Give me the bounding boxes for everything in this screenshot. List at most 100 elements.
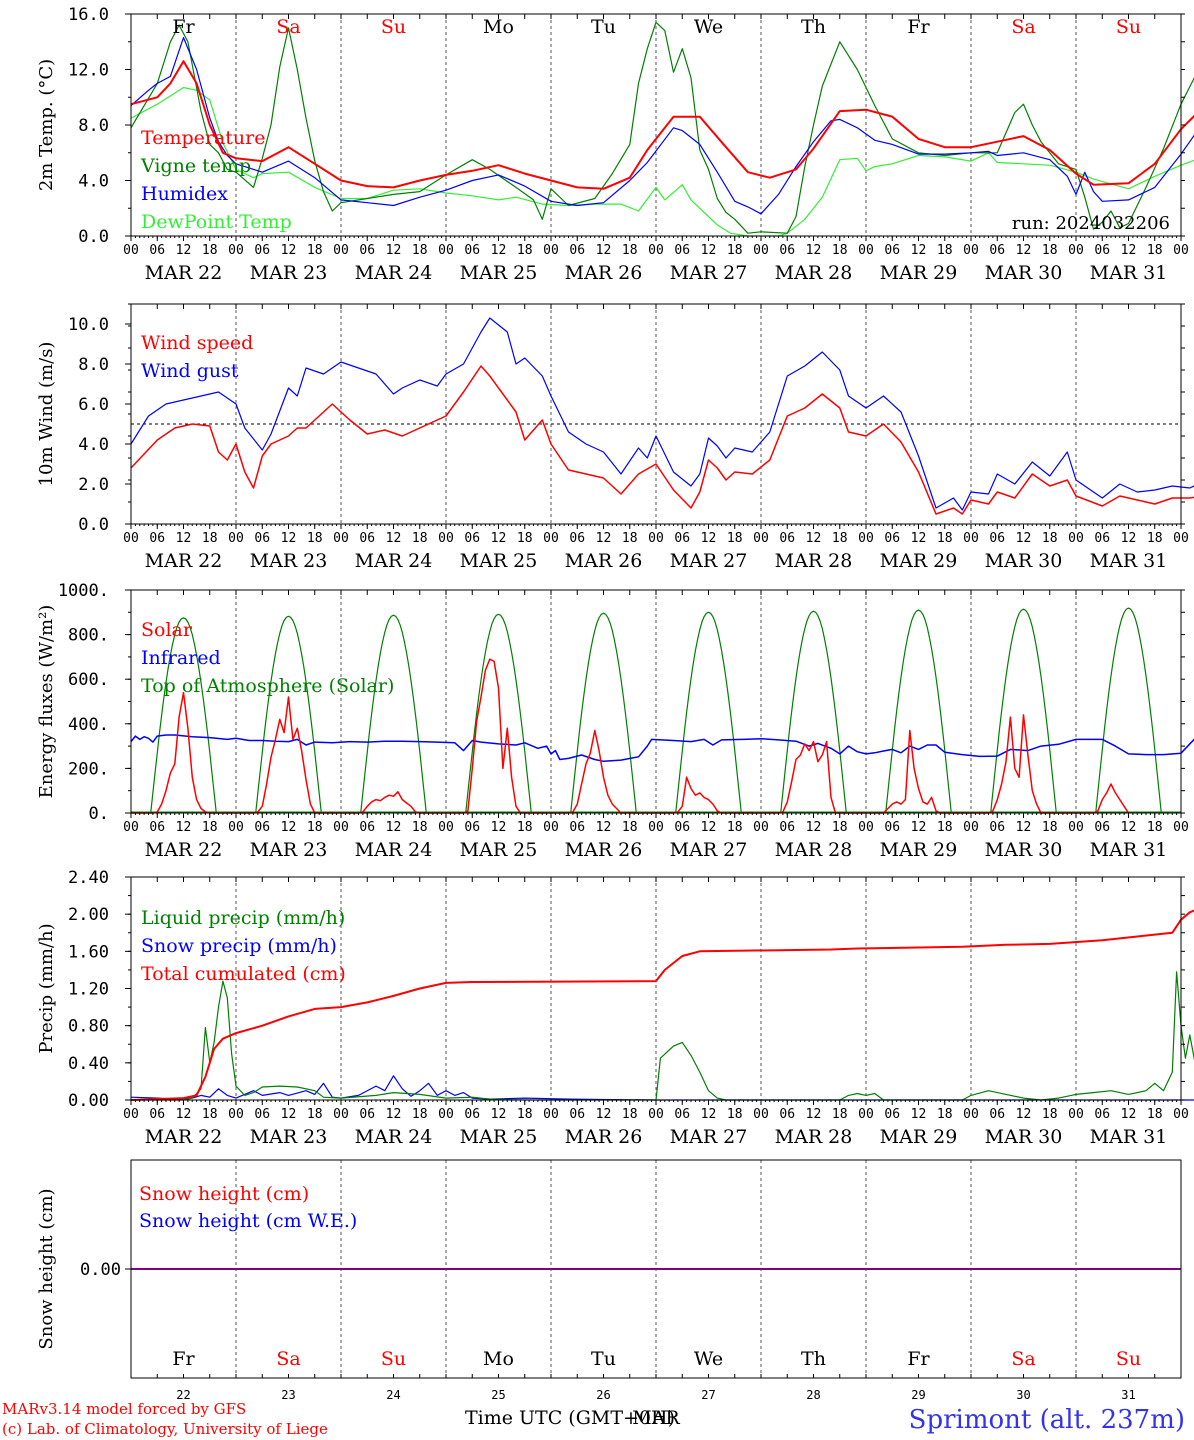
- hour-tick-label: 06: [254, 243, 270, 258]
- hour-tick-label: 12: [281, 820, 297, 835]
- y-axis-title: Energy fluxes (W/m²): [36, 605, 57, 799]
- y-axis-title: 10m Wind (m/s): [36, 342, 57, 487]
- hour-tick-label: 00: [648, 820, 664, 835]
- y-tick-label: 2.0: [78, 475, 109, 495]
- hour-tick-label: 00: [1173, 243, 1189, 258]
- hour-tick-label: 06: [464, 243, 480, 258]
- hour-tick-label: 12: [911, 243, 927, 258]
- hour-tick-label: 18: [832, 243, 848, 258]
- legend-entry: Infrared: [141, 647, 221, 669]
- day-name-top: Su: [381, 16, 406, 38]
- hour-tick-label: 06: [464, 820, 480, 835]
- hour-tick-label: 06: [569, 243, 585, 258]
- y-tick-label: 1000.: [58, 581, 109, 601]
- y-tick-label: 0.40: [68, 1054, 109, 1074]
- hour-tick-label: 00: [438, 531, 454, 546]
- hour-tick-label: 18: [1147, 531, 1163, 546]
- hour-tick-label: 00: [1068, 820, 1084, 835]
- date-label: MAR 31: [1090, 1126, 1168, 1148]
- hour-tick-label: 00: [438, 243, 454, 258]
- hour-tick-label: 00: [228, 243, 244, 258]
- hour-tick-label: 12: [806, 243, 822, 258]
- hour-tick-label: 00: [858, 531, 874, 546]
- hour-tick-label: 18: [832, 531, 848, 546]
- y-tick-label: 10.0: [68, 315, 109, 335]
- hour-tick-label: 12: [386, 1107, 402, 1122]
- hour-tick-label: 12: [491, 820, 507, 835]
- hour-tick-label: 06: [254, 531, 270, 546]
- hour-tick-label: 06: [674, 1107, 690, 1122]
- y-axis-title: 2m Temp. (°C): [36, 59, 57, 191]
- hour-tick-label: 06: [569, 820, 585, 835]
- hour-tick-label: 00: [543, 1107, 559, 1122]
- hour-tick-label: 18: [307, 820, 323, 835]
- hour-tick-label: 00: [858, 243, 874, 258]
- hour-tick-label: 18: [412, 820, 428, 835]
- hour-tick-label: 06: [359, 820, 375, 835]
- date-label: MAR 24: [355, 550, 433, 572]
- hour-tick-label: 12: [1121, 1107, 1137, 1122]
- hour-tick-label: 06: [989, 531, 1005, 546]
- hour-tick-label: 18: [1042, 1107, 1058, 1122]
- legend-entry: Total cumulated (cm): [141, 963, 346, 985]
- day-number: 23: [281, 1388, 295, 1402]
- cumulated-precip-series: [130, 909, 1194, 1101]
- date-label: MAR 31: [1090, 839, 1168, 861]
- date-label: MAR 23: [250, 1126, 328, 1148]
- legend-entry: Top of Atmosphere (Solar): [141, 675, 394, 697]
- hour-tick-label: 12: [176, 1107, 192, 1122]
- hour-tick-label: 00: [963, 531, 979, 546]
- day-name-top: Mo: [483, 16, 514, 38]
- hour-tick-label: 06: [359, 1107, 375, 1122]
- hour-tick-label: 18: [202, 531, 218, 546]
- toa-solar-arc: [360, 614, 427, 814]
- hour-tick-label: 06: [569, 531, 585, 546]
- hour-tick-label: 06: [359, 243, 375, 258]
- day-name-top: Fr: [907, 16, 930, 38]
- day-name-top: Fr: [172, 16, 195, 38]
- station-name: Sprimont (alt. 237m): [909, 1405, 1185, 1435]
- hour-tick-label: 18: [1042, 243, 1058, 258]
- hour-tick-label: 06: [1094, 1107, 1110, 1122]
- date-label: MAR 27: [670, 550, 748, 572]
- hour-tick-label: 06: [464, 531, 480, 546]
- toa-solar-arc: [150, 617, 217, 814]
- y-tick-label: 400.: [68, 715, 109, 735]
- hour-tick-label: 00: [1068, 1107, 1084, 1122]
- date-label: MAR 26: [565, 262, 643, 284]
- hour-tick-label: 00: [333, 243, 349, 258]
- hour-tick-label: 06: [989, 243, 1005, 258]
- hour-tick-label: 18: [727, 243, 743, 258]
- y-tick-label: 0.0: [78, 227, 109, 247]
- hour-tick-label: 18: [307, 531, 323, 546]
- day-name-bottom: Fr: [172, 1348, 195, 1370]
- date-label: MAR 27: [670, 262, 748, 284]
- hour-tick-label: 18: [727, 531, 743, 546]
- hour-tick-label: 00: [1173, 531, 1189, 546]
- toa-solar-arc: [675, 611, 742, 814]
- legend-entry: Liquid precip (mm/h): [141, 907, 345, 929]
- y-tick-label: 8.0: [78, 355, 109, 375]
- day-name-bottom: Su: [1116, 1348, 1141, 1370]
- day-name-bottom: Su: [381, 1348, 406, 1370]
- legend-entry: Snow height (cm W.E.): [139, 1210, 357, 1232]
- hour-tick-label: 18: [307, 243, 323, 258]
- y-tick-label: 1.60: [68, 942, 109, 962]
- hour-tick-label: 06: [1094, 531, 1110, 546]
- date-label: MAR 30: [985, 550, 1063, 572]
- date-label: MAR 24: [355, 839, 433, 861]
- hour-tick-label: 18: [727, 820, 743, 835]
- y-tick-label: 0.0: [78, 515, 109, 535]
- hour-tick-label: 12: [386, 820, 402, 835]
- hour-tick-label: 12: [806, 1107, 822, 1122]
- hour-tick-label: 18: [517, 1107, 533, 1122]
- hour-tick-label: 18: [832, 820, 848, 835]
- day-number: 25: [491, 1388, 505, 1402]
- hour-tick-label: 18: [937, 820, 953, 835]
- hour-tick-label: 12: [1121, 531, 1137, 546]
- hour-tick-label: 06: [674, 531, 690, 546]
- y-tick-label: 600.: [68, 670, 109, 690]
- hour-tick-label: 00: [333, 531, 349, 546]
- hour-tick-label: 06: [779, 243, 795, 258]
- date-label: MAR 24: [355, 1126, 433, 1148]
